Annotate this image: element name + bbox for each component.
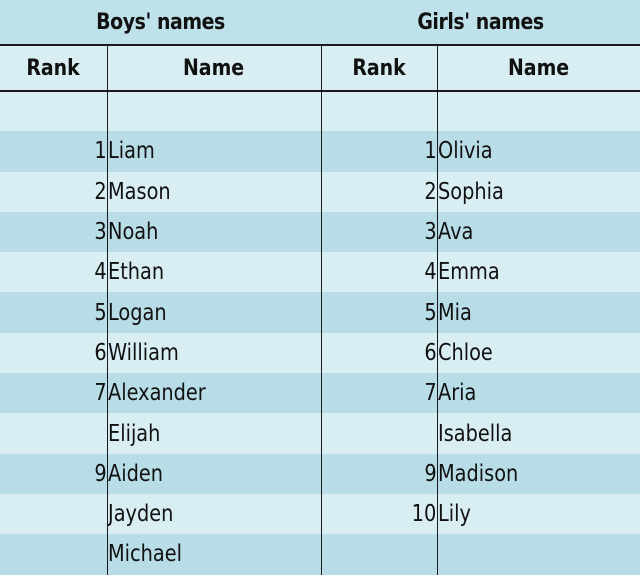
girl-rank-cell: 7 [321,373,438,414]
table-row: Michael [0,534,640,575]
boy-rank-cell: 2 [0,171,108,212]
girl-rank-cell: 10 [321,493,438,535]
girl-rank-cell: 4 [321,252,438,293]
boy-name-cell: Mason [107,171,322,212]
boys-name-header: Name [107,45,322,91]
girl-name-cell: Mia [437,299,472,326]
table-row: 6 William 6 Chloe [0,332,640,374]
table-row: 5 Logan 5 Mia [0,292,640,333]
boy-rank-cell [0,91,108,132]
group-header-row: Boys' names Girls' names [0,0,640,45]
girl-rank-cell: 9 [321,453,438,494]
boy-name-cell: Liam [107,131,322,172]
girl-name-cell: Olivia [437,138,493,165]
table-row: 3 Noah 3 Ava [0,211,640,253]
girl-name-cell [437,91,640,131]
boy-rank-cell: 6 [0,332,108,374]
girl-rank-cell: 3 [321,211,438,253]
girl-name-cell: Emma [437,259,500,286]
boy-rank-cell [0,534,108,575]
boy-rank-cell: 7 [0,373,108,414]
table-row [0,91,640,132]
boy-name-cell: Noah [107,211,322,253]
girl-name-cell: Lily [437,501,471,528]
girl-rank-cell: 1 [321,131,438,172]
boy-name-cell: Aiden [107,453,322,494]
table-row: 9 Aiden 9 Madison [0,453,640,494]
girl-name-cell: Madison [437,460,518,487]
table-row: 7 Alexander 7 Aria [0,373,640,414]
table-body: 1 Liam 1 Olivia 2 Mason 2 Sophia 3 Noah 3 Ava 4 Ethan… [0,91,640,575]
girl-rank-cell: 5 [321,292,438,333]
boy-rank-cell: 3 [0,211,108,253]
girl-name-cell: Sophia [437,178,504,205]
boy-name-cell: Jayden [107,493,322,535]
table-row: 4 Ethan 4 Emma [0,252,640,293]
girls-name-header: Name [508,55,570,81]
boy-rank-cell: 1 [0,131,108,172]
girl-name-cell: Chloe [437,339,493,366]
boy-rank-cell: 9 [0,453,108,494]
boy-rank-cell [0,493,108,535]
girl-name-cell: Ava [437,219,473,246]
table-row: 2 Mason 2 Sophia [0,171,640,212]
table-row: Jayden 10 Lily [0,493,640,535]
girls-group-header: Girls' names [417,9,544,35]
boys-group-header: Boys' names [96,9,225,35]
girl-rank-cell [321,413,438,454]
girl-rank-cell [321,91,438,132]
boy-rank-cell [0,413,108,454]
girl-rank-cell: 2 [321,171,438,212]
column-header-row: Rank Name Rank Name [0,45,640,91]
boy-name-cell: Elijah [107,413,322,454]
girl-name-cell: Isabella [437,420,512,447]
boy-name-cell [107,91,322,132]
girl-rank-cell [321,534,438,575]
boy-name-cell: Alexander [107,373,322,414]
boy-name-cell: Logan [107,292,322,333]
boys-rank-header: Rank [0,45,108,91]
boy-rank-cell: 5 [0,292,108,333]
boy-name-cell: William [107,332,322,374]
girl-rank-cell: 6 [321,332,438,374]
girl-name-cell: Aria [437,380,476,407]
girl-name-cell [437,534,640,574]
boy-name-cell: Ethan [107,252,322,293]
girls-rank-header: Rank [321,45,438,91]
table-row: 1 Liam 1 Olivia [0,131,640,172]
boy-name-cell: Michael [107,534,322,575]
boy-rank-cell: 4 [0,252,108,293]
table-row: Elijah Isabella [0,413,640,454]
